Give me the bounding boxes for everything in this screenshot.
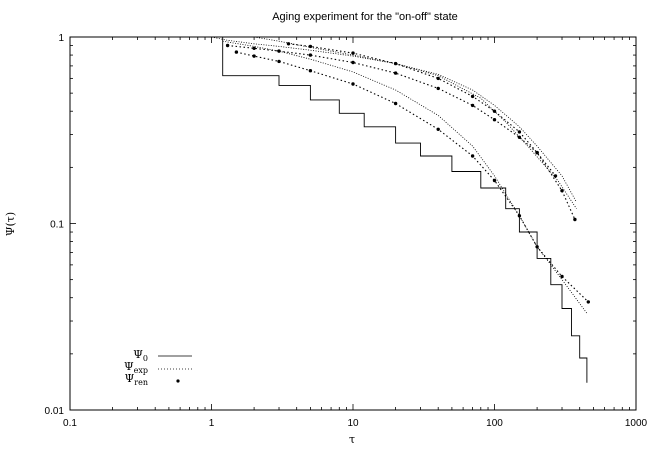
y-tick-labels: 0.01 0.1 1	[45, 33, 65, 417]
series-psiren-point	[492, 109, 497, 113]
series-psiren-point	[517, 214, 522, 218]
series-psiexp-line-3	[254, 36, 577, 209]
series-psiren-point	[535, 245, 539, 249]
series-psi0-line	[211, 36, 588, 383]
series-psiren-point	[492, 178, 497, 183]
series-psiren-point	[393, 61, 398, 66]
y-tick-label: 1	[58, 33, 64, 44]
y-axis-label: Ψ(τ)	[4, 212, 17, 236]
x-tick-label: 100	[486, 418, 503, 429]
x-tick-label: 0.1	[63, 418, 77, 429]
series-psiren-point	[308, 69, 313, 73]
series-psiren-point	[351, 82, 355, 86]
series-psiren-point	[470, 94, 475, 99]
x-tick-label: 10	[347, 418, 359, 429]
series-psiren-dots-4	[227, 44, 576, 220]
series-psiren-dots-6	[288, 43, 556, 177]
series-layer	[211, 36, 590, 383]
series-psiren-point	[470, 103, 475, 108]
series-psiren-point	[393, 71, 398, 75]
series-psiren-point	[351, 51, 355, 55]
series-psiren-point	[535, 150, 539, 155]
series-psiren-point	[225, 43, 230, 48]
y-tick-label: 0.1	[50, 220, 64, 231]
series-psiren-point	[436, 86, 440, 91]
x-tick-label: 1	[209, 418, 215, 429]
series-psiren-point	[573, 217, 577, 222]
series-psiren-point	[492, 118, 497, 122]
legend-label-psiren: Ψren	[125, 372, 148, 387]
legend-swatch-psiren	[176, 379, 180, 383]
series-psiren-point	[351, 60, 355, 65]
series-psiren-point	[252, 54, 256, 58]
plot-frame	[69, 36, 637, 411]
series-psiren-point	[560, 274, 564, 279]
series-psiexp-line-1	[211, 36, 577, 203]
series-psiren-point	[277, 49, 281, 53]
series-psiren-point	[436, 127, 440, 131]
series-psiren-point	[252, 46, 256, 50]
series-psiren-point	[517, 135, 522, 139]
legend: Ψ0 Ψexp Ψren	[124, 348, 192, 387]
series-psiren-point	[436, 76, 440, 81]
x-tick-label: 1000	[625, 418, 648, 429]
series-psiren-point	[393, 101, 398, 106]
series-psiren-point	[586, 300, 590, 304]
x-axis-label: τ	[349, 433, 355, 446]
series-psiren-point	[470, 154, 475, 158]
series-psiren-point	[308, 53, 313, 57]
series-psiren-dots-5	[236, 51, 589, 303]
series-psiren-point	[277, 59, 281, 64]
series-psiren-point	[560, 189, 564, 193]
series-psiexp-line-2	[222, 40, 588, 314]
series-psiren-point	[553, 174, 558, 178]
legend-label-psiexp: Ψexp	[124, 360, 148, 375]
series-psiren-point	[286, 42, 291, 46]
series-psiren-point	[308, 44, 313, 49]
series-psiren-point	[234, 50, 239, 54]
chart-title: Aging experiment for the "on-off" state	[272, 11, 458, 23]
axis-ticks	[69, 37, 636, 411]
x-tick-labels: 0.1 1 10 100 1000	[63, 418, 648, 429]
y-tick-label: 0.01	[45, 406, 65, 417]
legend-label-psi0: Ψ0	[133, 348, 148, 363]
series-psiren-point	[517, 130, 522, 134]
